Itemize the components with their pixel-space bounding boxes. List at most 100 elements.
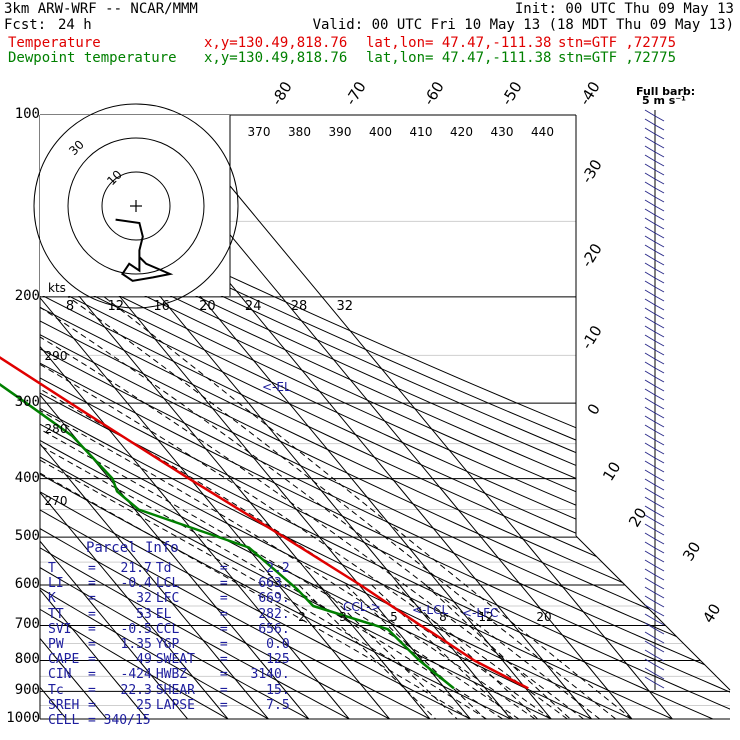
parcel-key: T — [48, 561, 56, 576]
wind-barb-title: Full barb: — [636, 85, 695, 98]
temperature-station: stn=GTF ,72775 — [558, 35, 677, 51]
wind-barb — [654, 466, 665, 473]
parcel-key: CAPE — [48, 652, 80, 668]
isotherm-line — [40, 115, 471, 719]
parcel-row: SVI = -0.5 CCL = 656. — [48, 621, 290, 637]
dry-adiabat-line — [40, 115, 512, 719]
isotherm-line — [40, 115, 148, 719]
wind-barb — [654, 259, 665, 266]
parcel-key: CIN — [48, 667, 72, 683]
isotherm-line — [40, 115, 269, 719]
isotherm-label: 30 — [679, 538, 704, 564]
hodograph-speed-label: 12 — [108, 299, 125, 314]
isotherm-label: -80 — [268, 78, 296, 108]
isotherm-line — [170, 115, 673, 719]
dry-adiabat-line — [40, 115, 592, 719]
wind-barb — [654, 349, 665, 356]
wind-barb — [644, 190, 656, 198]
wind-barb — [654, 682, 665, 689]
parcel-row: PW = 1.35 YGP = 0.0 — [48, 637, 290, 653]
wind-barb — [644, 154, 656, 162]
wind-barb — [654, 421, 665, 428]
wind-barb — [644, 370, 656, 378]
dewpoint-xy: x,y=130.49,818.76 — [204, 50, 348, 66]
hodograph-ring — [33, 103, 239, 309]
wind-barb — [654, 556, 665, 563]
isotherm-line — [49, 115, 552, 719]
wind-barb — [644, 379, 656, 387]
dry-adiabat-line — [40, 115, 730, 719]
wind-barb — [654, 583, 665, 590]
wind-barb — [654, 160, 665, 167]
parcel-value: -0.4 — [120, 576, 152, 592]
wind-barb — [654, 223, 665, 230]
wind-barb — [654, 484, 665, 491]
isotherm-line — [130, 115, 633, 719]
wind-barb — [654, 565, 665, 572]
wind-barb — [654, 493, 665, 500]
parcel-key: YGP — [155, 637, 180, 653]
wind-barb — [654, 619, 665, 626]
parcel-key: Tc — [48, 682, 64, 698]
dry-adiabat-line — [40, 115, 730, 719]
wind-barb — [654, 502, 665, 509]
parcel-row: CELL = 340/15 — [48, 713, 151, 729]
isotherm-line — [40, 115, 390, 719]
pressure-label: 300 — [14, 394, 40, 411]
dry-adiabat-line — [40, 115, 471, 719]
wind-barb — [644, 199, 656, 207]
wind-barb — [654, 511, 665, 518]
isotherm-label: -20 — [578, 240, 606, 270]
parcel-key: SVI — [48, 621, 72, 637]
wind-barb — [654, 394, 665, 401]
wind-barb — [644, 181, 656, 189]
wind-barb — [654, 331, 665, 338]
parcel-value: 656. — [258, 621, 290, 637]
wind-barb — [654, 250, 665, 257]
parcel-row: T = 21.7 Td = 2.2 — [48, 561, 290, 576]
dry-adiabat-label: 290 — [45, 349, 68, 363]
wind-barb — [644, 145, 656, 153]
parcel-value: 25 — [136, 697, 152, 713]
parcel-info-title: Parcel Info — [86, 540, 179, 556]
dry-adiabat-line — [40, 115, 730, 719]
parcel-row: K = 32 LFC = 669. — [48, 591, 290, 607]
wind-barb — [644, 361, 656, 369]
dry-adiabat-line — [40, 115, 714, 719]
wind-barb — [654, 637, 665, 644]
wind-barb — [654, 358, 665, 365]
mixing-ratio-label: 8 — [439, 610, 447, 624]
wind-barb — [644, 217, 656, 225]
wind-barb — [654, 268, 665, 275]
parcel-value: 15. — [266, 682, 290, 698]
wind-barb — [654, 340, 665, 347]
wind-barb — [654, 601, 665, 608]
wind-barb — [654, 295, 665, 302]
wind-barb — [644, 577, 656, 585]
hodograph-units-label: kts — [48, 281, 66, 295]
mixing-ratio-label: 3 — [339, 610, 347, 624]
parcel-row: Tc = 22.3 SHEAR = 15. — [48, 682, 290, 698]
dry-adiabat-line — [40, 115, 730, 719]
wind-barb — [644, 496, 656, 504]
wind-barb — [654, 241, 665, 248]
hodograph-speed-label: 28 — [291, 299, 308, 314]
wind-barb — [654, 574, 665, 581]
dry-adiabat-line — [40, 115, 730, 719]
parcel-info-table: T = 21.7 Td = 2.2 LI = -0.4 LCL = 663. K = 32 LFC = 669… — [48, 561, 290, 728]
wind-barb — [644, 271, 656, 279]
hodograph-speed-label: 16 — [153, 299, 170, 314]
wind-barb — [644, 280, 656, 288]
wind-barb — [644, 289, 656, 297]
wind-barb — [654, 664, 665, 671]
wind-barb — [654, 151, 665, 158]
level-annotation: <-EL — [262, 380, 291, 394]
moist-adiabat-line — [67, 296, 617, 719]
wind-barb-units: 5 m s⁻¹ — [642, 94, 686, 107]
profile-lines — [0, 356, 529, 690]
mixing-ratio-label: 2 — [298, 610, 306, 624]
dry-adiabat-line — [40, 115, 730, 719]
wind-barb — [644, 415, 656, 423]
pressure-label: 1000 — [6, 710, 40, 726]
wind-barb — [644, 163, 656, 171]
